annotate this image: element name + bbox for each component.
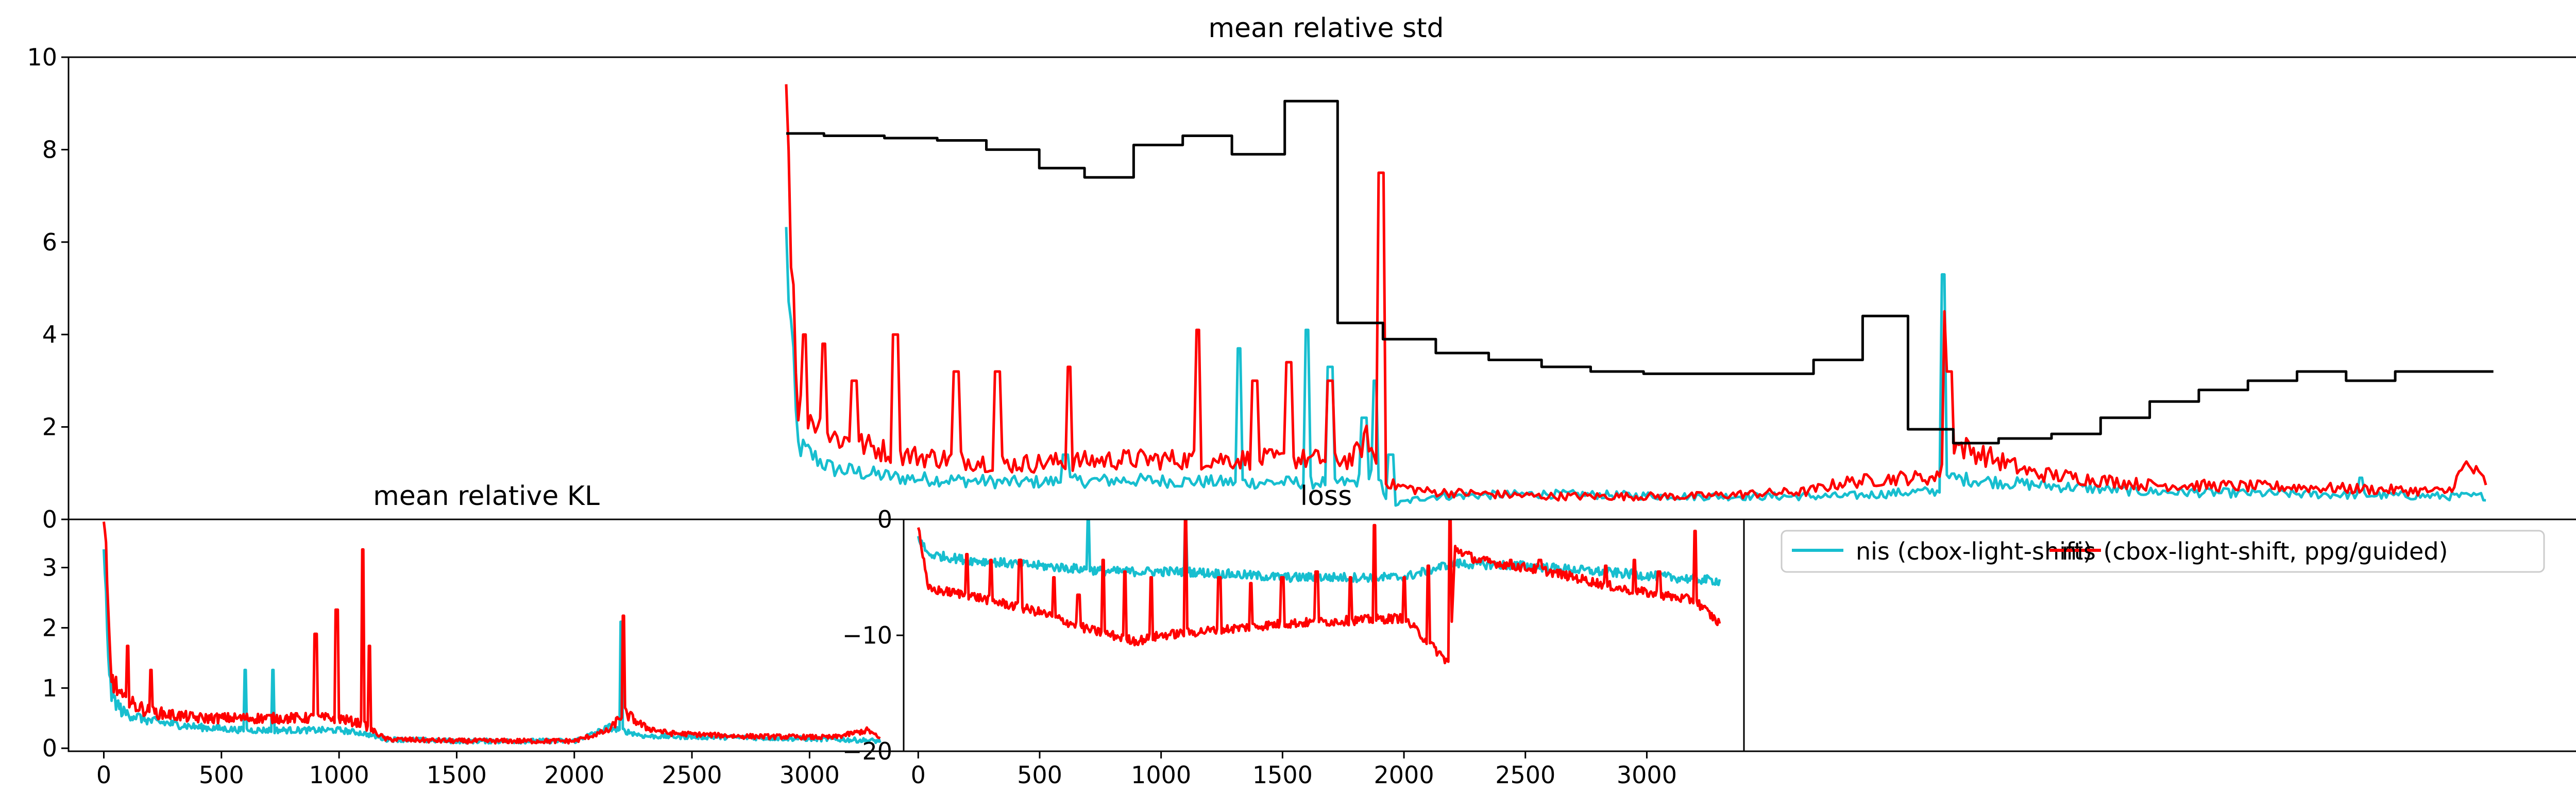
y-tick-label-1: 3 [42,554,57,582]
x-tick-label-1: 1000 [309,761,369,789]
x-tick-label-2: 1500 [1252,761,1313,789]
y-tick-label-2: 0 [877,505,892,533]
y-tick-label-0: 10 [27,43,57,71]
y-tick-label-0: 2 [42,413,57,441]
x-tick-label-1: 3000 [779,761,840,789]
x-tick-label-1: 0 [96,761,111,789]
panel-2: 0 −10 −20 0 500 1000 1500 2000 2500 3000 [842,505,1745,789]
legend: nis (cbox-light-shift) nis (cbox-light-s… [1792,537,2448,565]
series-line-0-2 [786,99,2494,445]
y-tick-label-0: 0 [42,505,57,533]
y-tick-label-2: −10 [842,621,892,649]
x-tick-label-1: 2500 [662,761,722,789]
legend-panel-frame [1743,518,2576,752]
title-mean-relative-kl: mean relative KL [373,481,600,512]
series-line-2-1 [917,519,1721,665]
x-tick-label-2: 1000 [1131,761,1191,789]
title-mean-relative-std: mean relative std [1208,13,1444,44]
legend-box [1781,530,2545,573]
y-tick-label-0: 4 [42,320,57,348]
series-line-0-1 [785,84,2487,502]
y-tick-label-0: 8 [42,136,57,163]
y-tick-label-1: 1 [42,674,57,702]
x-tick-label-2: 3000 [1617,761,1677,789]
y-tick-label-1: 0 [42,734,57,762]
x-tick-label-1: 1500 [427,761,487,789]
x-tick-label-1: 2000 [544,761,604,789]
legend-label-red: nis (cbox-light-shift, ppg/guided) [2062,537,2448,565]
panel-0: 0 2 4 6 8 10 [27,43,2576,533]
x-tick-label-1: 500 [199,761,244,789]
series-group-1 [103,521,882,745]
y-tick-label-2: −20 [842,737,892,765]
series-group-2 [917,519,1721,665]
series-line-0-0 [785,227,2486,507]
title-loss: loss [1300,481,1352,512]
x-tick-label-2: 500 [1017,761,1062,789]
x-tick-label-2: 0 [911,761,926,789]
axes-frame-0 [67,56,2576,520]
panel-1: 0 1 2 3 0 500 1000 1500 2000 2500 3000 [42,518,905,789]
y-tick-label-1: 2 [42,614,57,642]
x-tick-label-2: 2500 [1495,761,1555,789]
series-group-0 [785,84,2494,507]
x-tick-label-2: 2000 [1374,761,1434,789]
y-tick-label-0: 6 [42,228,57,256]
series-line-1-1 [103,521,881,745]
axes-frame-2 [903,518,1745,752]
